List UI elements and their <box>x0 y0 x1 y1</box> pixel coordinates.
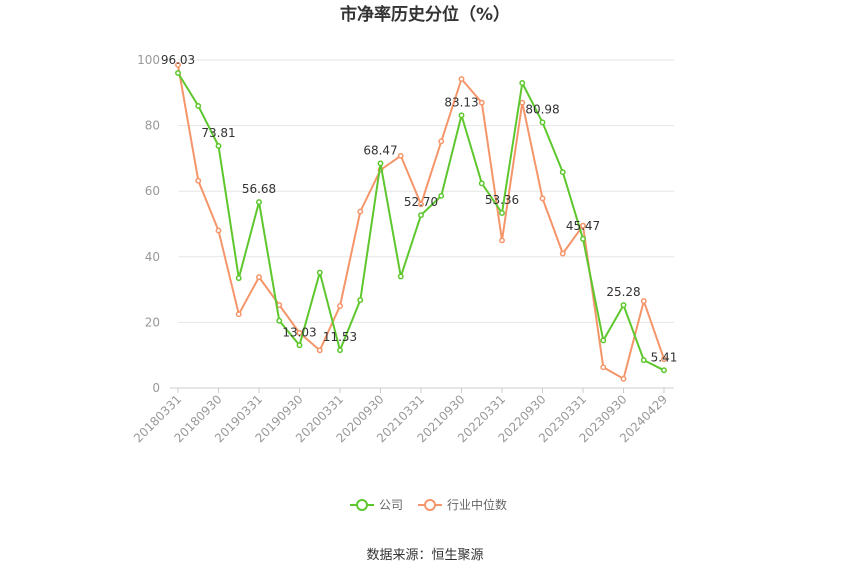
company-point <box>357 297 364 304</box>
data-label: 96.03 <box>161 53 195 67</box>
industry-median-point <box>580 222 586 229</box>
company-point <box>276 317 283 324</box>
legend-label: 行业中位数 <box>447 497 507 512</box>
industry-median-point <box>256 274 262 281</box>
y-tick-label: 20 <box>145 315 160 329</box>
data-label: 83.13 <box>444 95 478 109</box>
company-point <box>377 160 384 167</box>
industry-median-point <box>519 99 526 106</box>
industry-median-point <box>600 364 607 371</box>
industry-median-point <box>559 250 566 257</box>
company-point <box>215 142 222 149</box>
industry-median-point <box>620 375 627 382</box>
company-point <box>499 210 505 216</box>
company-point <box>580 235 586 242</box>
data-label: 52.70 <box>404 195 438 209</box>
series-lines <box>175 61 667 382</box>
data-label: 5.41 <box>651 350 678 364</box>
industry-median-point <box>397 152 404 159</box>
company-point <box>235 275 242 282</box>
industry-median-point <box>539 195 546 202</box>
industry-median-point <box>215 227 222 234</box>
company-point <box>337 347 343 354</box>
chart-title: 市净率历史分位（%） <box>340 4 510 25</box>
company-point <box>640 357 647 364</box>
company-point <box>175 70 181 76</box>
company-point <box>296 342 303 349</box>
data-source: 数据来源：恒生聚源 <box>366 548 483 563</box>
industry-median-point <box>316 347 323 354</box>
industry-median-point <box>175 61 181 68</box>
legend-marker <box>356 499 368 511</box>
y-tick-label: 80 <box>145 119 160 133</box>
legend-item-company[interactable]: 公司 <box>350 498 403 512</box>
industry-median-point <box>337 303 343 309</box>
industry-median-point <box>458 76 465 82</box>
company-point <box>661 367 667 374</box>
company-point <box>195 102 202 109</box>
y-tick-label: 100 <box>137 53 160 67</box>
y-tick-label: 0 <box>152 381 160 395</box>
data-label: 80.98 <box>525 102 559 116</box>
company-point <box>478 180 485 187</box>
company-point <box>438 192 445 199</box>
legend-marker <box>424 499 436 511</box>
x-axis <box>170 387 674 393</box>
data-label: 45.47 <box>566 219 600 233</box>
legend-label: 公司 <box>379 498 403 512</box>
data-labels: 96.03 73.81 56.68 13.03 11.53 68.47 52.70 83.13… <box>161 53 678 364</box>
company-point <box>559 169 566 176</box>
company-point <box>316 269 323 276</box>
company-point <box>600 337 607 344</box>
company-point <box>418 212 424 219</box>
data-label: 68.47 <box>363 143 397 157</box>
y-tick-label: 60 <box>145 184 160 198</box>
data-label: 56.68 <box>242 182 276 196</box>
industry-median-point <box>195 177 202 184</box>
company-point <box>620 302 627 309</box>
company-point <box>458 112 465 119</box>
industry-median-point <box>235 311 242 318</box>
data-label: 13.03 <box>282 325 316 339</box>
industry-median-point <box>661 356 667 363</box>
y-axis: 0 20 40 60 80 100 <box>137 53 160 395</box>
data-label: 11.53 <box>323 330 357 344</box>
data-label: 53.36 <box>485 193 519 207</box>
company-point <box>539 119 546 126</box>
company-point <box>519 80 526 86</box>
company-point <box>397 273 404 280</box>
x-tick-labels: 2018033120180930201903312019093020200331… <box>131 392 670 445</box>
industry-median-point <box>478 99 485 106</box>
industry-median-point <box>640 298 647 305</box>
company-point <box>256 199 262 206</box>
data-label: 73.81 <box>201 126 235 140</box>
legend-item-industry-median[interactable]: 行业中位数 <box>418 497 507 512</box>
industry-median-point <box>357 208 364 215</box>
industry-median-point <box>418 201 424 208</box>
industry-median-point <box>499 237 505 244</box>
data-label: 25.28 <box>606 285 640 299</box>
legend[interactable]: 公司 行业中位数 <box>350 497 507 512</box>
industry-median-point <box>438 138 445 145</box>
y-tick-label: 40 <box>145 250 160 264</box>
industry-median-point <box>296 329 303 336</box>
